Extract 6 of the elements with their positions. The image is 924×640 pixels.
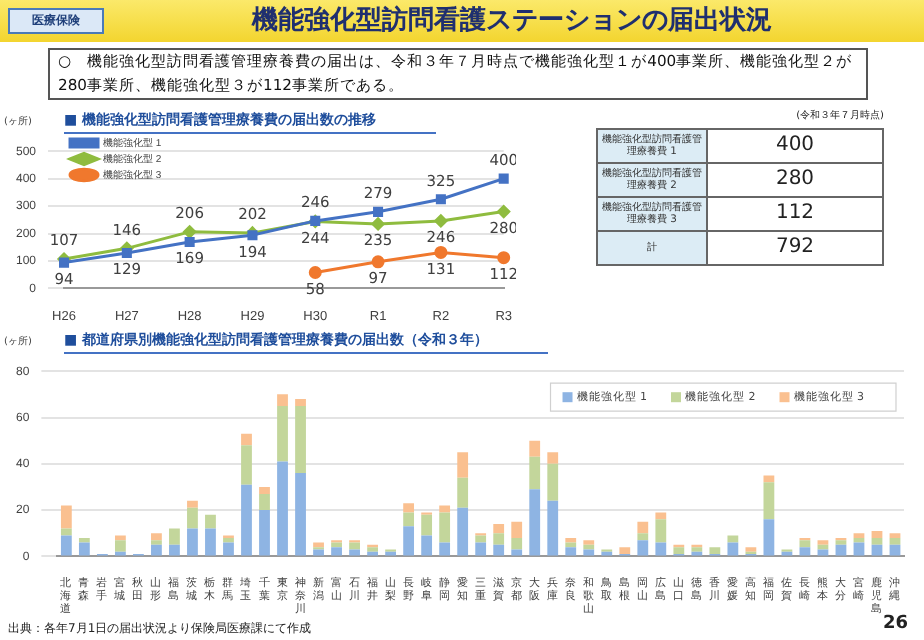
data-label: 792 [707, 231, 883, 265]
text: 26 [882, 614, 908, 634]
data-label: 112 [707, 197, 883, 231]
data-label: 400 [707, 129, 883, 163]
data-label: 280 [707, 163, 883, 197]
text: 機能強化型訪問看護ステーションの届出状況 [249, 4, 774, 38]
